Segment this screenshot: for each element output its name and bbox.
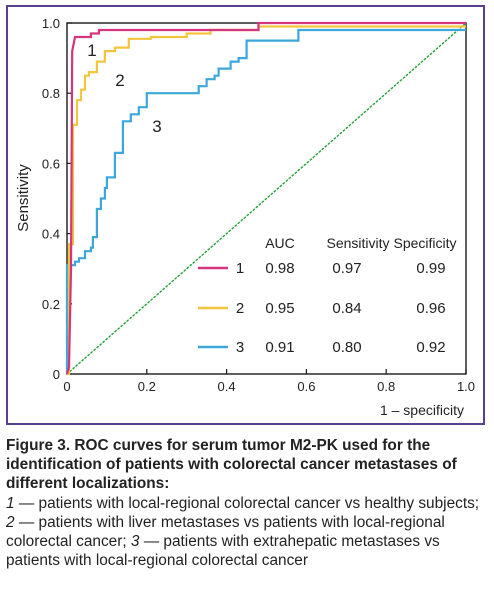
legend-auc-value: 0.98: [265, 260, 294, 277]
roc-curve-2: [67, 25, 466, 376]
curve-label-1: 1: [87, 41, 96, 60]
roc-curves: 123: [65, 21, 466, 376]
caption-item-text: — patients with liver metastases vs pati…: [6, 513, 445, 551]
roc-curve-1: [65, 21, 466, 375]
axis-labels: Sensitivity 1 – specificity: [15, 164, 464, 418]
caption-item-number: 1: [6, 494, 15, 512]
legend-auc-value: 0.91: [265, 339, 294, 356]
y-tick-label: 0.4: [42, 227, 60, 242]
y-tick-label: 0.8: [42, 86, 60, 101]
x-tick-label: 0.8: [377, 379, 395, 394]
y-tick-label: 1.0: [42, 16, 60, 31]
caption-item-number: 2: [6, 513, 15, 531]
figure-caption: Figure 3. ROC curves for serum tumor M2-…: [6, 436, 486, 570]
legend-sensitivity-value: 0.80: [332, 339, 361, 356]
x-axis-label: 1 – specificity: [380, 402, 464, 418]
x-tick-label: 0: [63, 379, 70, 394]
caption-title: Figure 3. ROC curves for serum tumor M2-…: [6, 437, 457, 493]
caption-item-text: — patients with local-regional colorecta…: [14, 494, 480, 512]
x-tick-label: 0.6: [297, 379, 315, 394]
curve-label-2: 2: [115, 71, 124, 90]
roc-curve-3: [65, 28, 466, 374]
y-tick-label: 0.2: [42, 297, 60, 312]
legend-specificity-value: 0.92: [416, 339, 445, 356]
legend-series-name: 2: [236, 300, 244, 317]
y-tick-label: 0: [53, 367, 60, 382]
legend-series-name: 1: [236, 260, 244, 277]
caption-item-number: 3: [130, 533, 140, 551]
reference-diagonal-line: [66, 22, 467, 375]
curve-label-3: 3: [152, 117, 161, 136]
legend-specificity-value: 0.96: [416, 300, 445, 317]
legend-series-name: 3: [236, 339, 244, 356]
x-tick-label: 0.4: [218, 379, 236, 394]
legend-header-auc: AUC: [265, 235, 295, 251]
legend-header-sensitivity: Sensitivity: [326, 235, 389, 251]
legend-sensitivity-value: 0.84: [332, 300, 361, 317]
legend: AUC Sensitivity Specificity 1 0.98 0.97 0.9…: [198, 235, 457, 356]
x-tick-label: 0.2: [138, 379, 156, 394]
reference-diagonal: [66, 22, 467, 375]
x-tick-label: 1.0: [457, 379, 475, 394]
roc-chart: 0 0.2 0.4 0.6 0.8 1.000.20.40.60.81.0 123 Sen…: [15, 16, 475, 418]
caption-item-text: — patients with extrahepatic metastases …: [6, 533, 440, 570]
legend-header-specificity: Specificity: [393, 235, 456, 251]
y-axis-label: Sensitivity: [15, 164, 32, 232]
legend-auc-value: 0.95: [265, 300, 294, 317]
legend-sensitivity-value: 0.97: [332, 260, 361, 277]
legend-specificity-value: 0.99: [416, 260, 445, 277]
y-tick-label: 0.6: [42, 156, 60, 171]
